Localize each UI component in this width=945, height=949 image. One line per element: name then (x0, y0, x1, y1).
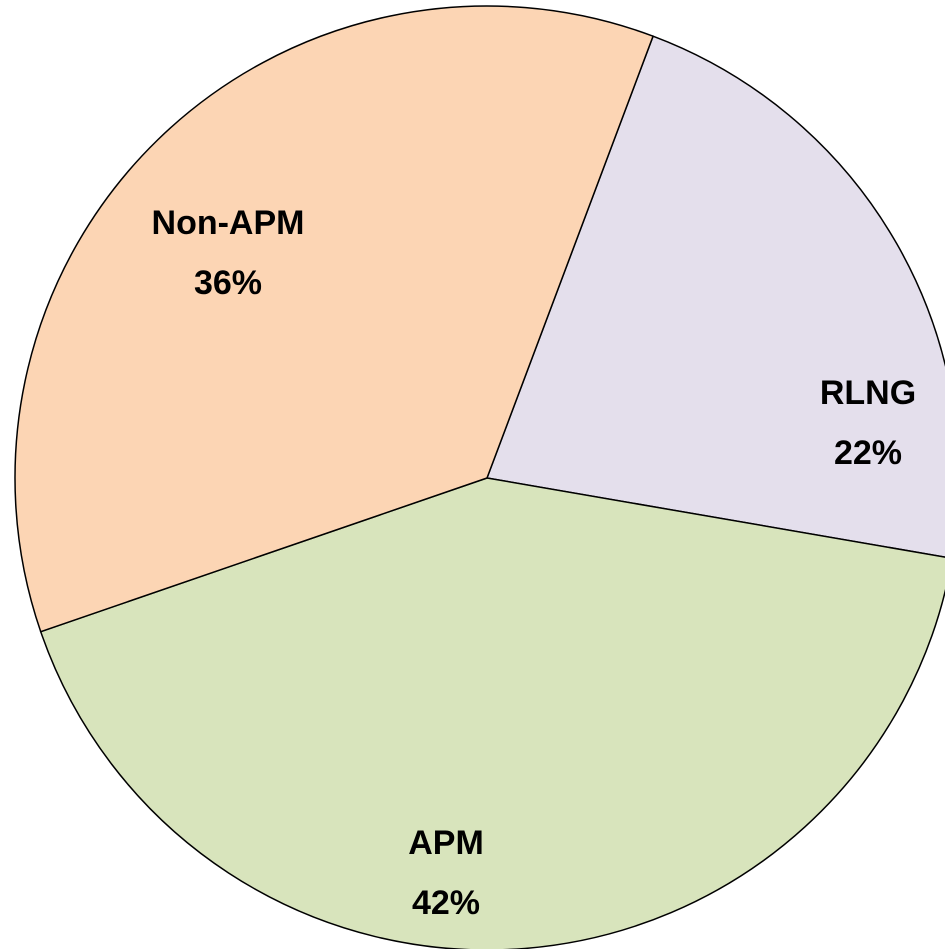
slice-label: APM (408, 824, 484, 862)
pie-slice (39, 477, 945, 949)
pie-slice (485, 35, 945, 558)
pie-slice (14, 5, 655, 633)
slice-value-label: 22% (834, 434, 902, 472)
slice-value-label: 36% (194, 264, 262, 302)
slice-value-label: 42% (412, 884, 480, 922)
slice-label: RLNG (820, 374, 916, 412)
slice-label: Non-APM (152, 204, 305, 242)
